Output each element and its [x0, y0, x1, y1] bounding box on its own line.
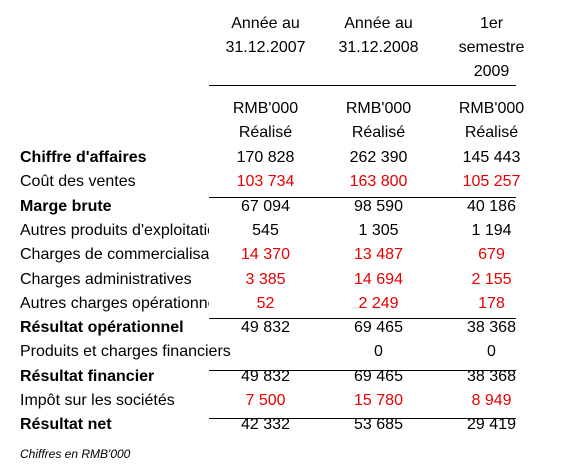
row-value: 52	[256, 295, 275, 312]
header-col-2008: Année au 31.12.2008	[322, 12, 435, 60]
row-value: 13 487	[354, 246, 403, 263]
row-divider	[209, 370, 516, 371]
row-label: Autres charges opérationnelles	[20, 295, 209, 312]
header-col-2007: Année au 31.12.2007	[209, 12, 322, 60]
status-label: Réalisé	[464, 124, 519, 141]
header-line: semestre	[458, 39, 525, 56]
table-row: Charges administratives 3 385 14 694 2 155	[0, 268, 569, 292]
header-divider	[209, 85, 516, 86]
row-label: Coût des ventes	[20, 173, 136, 190]
status-label: Réalisé	[238, 124, 293, 141]
row-value: 69 465	[354, 319, 403, 336]
unit-col-2007: RMB'000 Réalisé	[209, 97, 322, 145]
table-row: Charges de commercialisation 14 370 13 487…	[0, 243, 569, 267]
row-value: 545	[252, 222, 279, 239]
row-value: 38 368	[467, 368, 516, 385]
row-value: 145 443	[462, 149, 521, 166]
row-divider	[209, 418, 516, 419]
row-label: Produits et charges financiers	[20, 343, 231, 360]
row-value: 2 249	[358, 295, 399, 312]
row-value: 103 734	[236, 173, 295, 190]
row-value: 0	[374, 343, 383, 360]
row-value: 163 800	[349, 173, 408, 190]
row-value: 105 257	[462, 173, 521, 190]
header-line: 31.12.2007	[225, 39, 306, 56]
row-divider	[209, 197, 516, 198]
row-value: 53 685	[354, 416, 403, 433]
table-row: Produits et charges financiers 0 0	[0, 340, 569, 364]
row-value: 38 368	[467, 319, 516, 336]
table-row: Résultat net 42 332 53 685 29 419	[0, 413, 569, 437]
row-value: 67 094	[241, 198, 290, 215]
row-value: 15 780	[354, 392, 403, 409]
row-value: 42 332	[241, 416, 290, 433]
row-value: 8 949	[471, 392, 512, 409]
row-divider	[209, 318, 516, 319]
header-line: 2009	[473, 63, 510, 80]
unit-col-2008: RMB'000 Réalisé	[322, 97, 435, 145]
row-label: Charges administratives	[20, 271, 192, 288]
row-value: 3 385	[245, 271, 286, 288]
row-value: 7 500	[245, 392, 286, 409]
unit-label: RMB'000	[232, 100, 299, 117]
row-label: Marge brute	[20, 198, 112, 215]
row-value: 14 370	[241, 246, 290, 263]
row-value: 29 419	[467, 416, 516, 433]
row-value: 1 194	[471, 222, 512, 239]
table-row: Chiffre d'affaires 170 828 262 390 145 443	[0, 146, 569, 170]
header-line: 31.12.2008	[338, 39, 419, 56]
footnote: Chiffres en RMB'000	[20, 447, 131, 461]
unit-label: RMB'000	[458, 100, 525, 117]
row-value: 0	[487, 343, 496, 360]
row-label: Autres produits d'exploitation	[20, 222, 209, 239]
row-label: Résultat net	[20, 416, 112, 433]
row-label: Résultat financier	[20, 368, 155, 385]
row-label: Résultat opérationnel	[20, 319, 184, 336]
row-value: 170 828	[236, 149, 295, 166]
table-row: Coût des ventes 103 734 163 800 105 257	[0, 170, 569, 194]
unit-col-2009: RMB'000 Réalisé	[435, 97, 548, 145]
table-row: Résultat opérationnel 49 832 69 465 38 368	[0, 316, 569, 340]
table-row: Autres produits d'exploitation 545 1 305 1 …	[0, 219, 569, 243]
row-value: 49 832	[241, 368, 290, 385]
row-value: 40 186	[467, 198, 516, 215]
header-line: Année au	[344, 15, 413, 32]
table-row: Impôt sur les sociétés 7 500 15 780 8 949	[0, 389, 569, 413]
row-value: 2 155	[471, 271, 512, 288]
row-value: 1 305	[358, 222, 399, 239]
header-line: 1er	[479, 15, 504, 32]
table-row: Résultat financier 49 832 69 465 38 368	[0, 365, 569, 389]
row-value: 178	[478, 295, 505, 312]
header-line: Année au	[231, 15, 300, 32]
row-value: 49 832	[241, 319, 290, 336]
table-row: Autres charges opérationnelles 52 2 249 178	[0, 292, 569, 316]
row-value: 679	[478, 246, 505, 263]
row-value: 69 465	[354, 368, 403, 385]
header-col-2009: 1er semestre 2009	[435, 12, 548, 84]
row-value: 98 590	[354, 198, 403, 215]
status-label: Réalisé	[351, 124, 406, 141]
row-label: Impôt sur les sociétés	[20, 392, 175, 409]
row-label: Chiffre d'affaires	[20, 149, 147, 166]
unit-label: RMB'000	[345, 100, 412, 117]
row-label: Charges de commercialisation	[20, 246, 209, 263]
row-value: 14 694	[354, 271, 403, 288]
row-value	[209, 340, 322, 364]
table-row: Marge brute 67 094 98 590 40 186	[0, 195, 569, 219]
row-value: 262 390	[349, 149, 408, 166]
